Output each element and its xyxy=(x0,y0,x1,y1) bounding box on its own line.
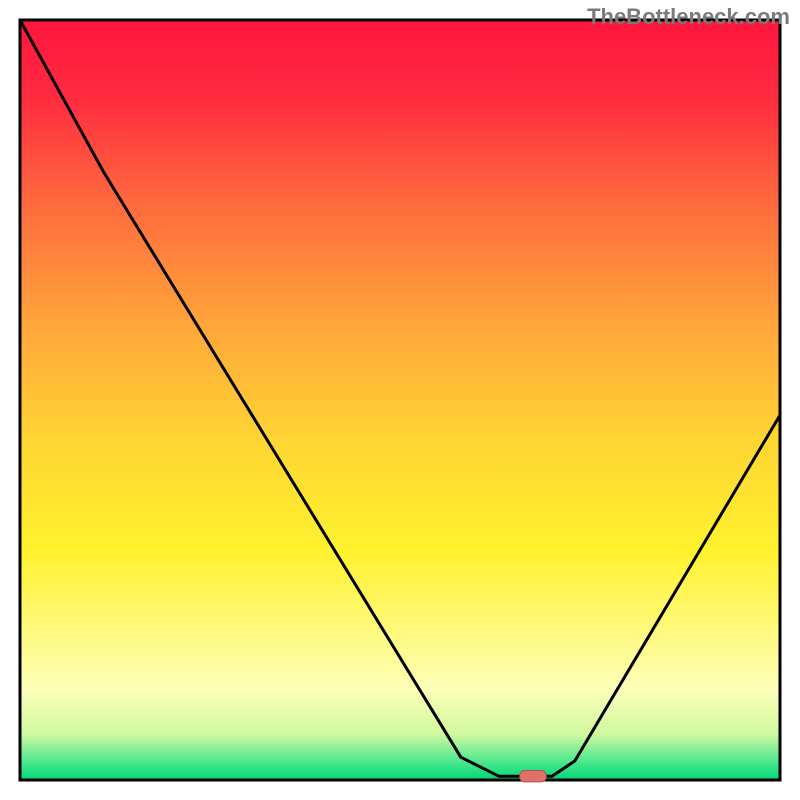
plot-background xyxy=(20,20,780,780)
chart-container: TheBottleneck.com xyxy=(0,0,800,800)
watermark-text: TheBottleneck.com xyxy=(587,4,790,30)
bottleneck-chart xyxy=(0,0,800,800)
optimum-marker xyxy=(520,771,547,782)
